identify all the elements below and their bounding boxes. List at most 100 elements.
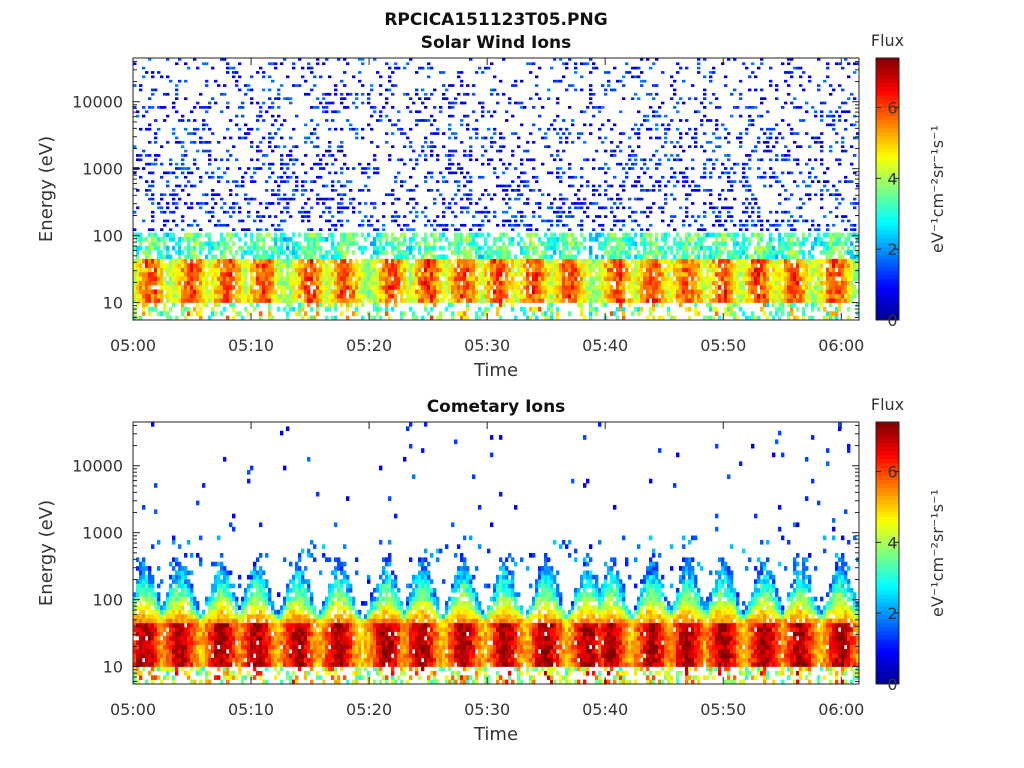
heat-cell <box>649 137 652 140</box>
heat-cell <box>586 206 589 209</box>
heat-cell <box>391 307 394 312</box>
heat-cell <box>532 189 535 192</box>
heat-cell <box>499 289 502 294</box>
heat-cell <box>235 115 238 118</box>
heat-cell <box>514 259 517 264</box>
heat-cell <box>733 281 736 286</box>
heat-cell <box>529 281 532 286</box>
heat-cell <box>685 241 688 246</box>
heat-cell <box>436 224 439 227</box>
heat-cell <box>268 141 271 144</box>
heat-cell <box>634 93 637 96</box>
heat-cell <box>271 272 274 277</box>
heat-cell <box>397 119 400 122</box>
heat-cell <box>517 263 520 268</box>
heat-cell <box>244 84 247 87</box>
heat-cell <box>547 145 550 148</box>
heat-cell <box>454 132 457 135</box>
heat-cell <box>646 268 649 273</box>
heat-cell <box>355 241 358 246</box>
heat-cell <box>376 237 379 242</box>
heat-cell <box>361 167 364 170</box>
heat-cell <box>568 268 571 273</box>
heat-cell <box>334 263 337 268</box>
heat-cell <box>469 294 472 299</box>
heat-cell <box>715 294 718 299</box>
heat-cell <box>310 206 313 209</box>
heat-cell <box>187 241 190 246</box>
heat-cell <box>490 145 493 148</box>
heat-cell <box>643 189 646 192</box>
heat-cell <box>301 193 304 196</box>
heat-cell <box>286 97 289 100</box>
heat-cell <box>394 176 397 179</box>
heat-cell <box>613 202 616 205</box>
heat-cell <box>667 294 670 299</box>
heat-cell <box>145 272 148 277</box>
heat-cell <box>142 276 145 281</box>
heat-cell <box>478 307 481 312</box>
heat-cell <box>226 62 229 65</box>
heat-cell <box>445 237 448 242</box>
heat-cell <box>265 285 268 290</box>
heat-cell <box>508 281 511 286</box>
heat-cell <box>259 285 262 290</box>
heat-cell <box>436 285 439 290</box>
heat-cell <box>469 263 472 268</box>
heat-cell <box>706 259 709 264</box>
heat-cell <box>172 263 175 268</box>
heat-cell <box>403 250 406 255</box>
heat-cell <box>349 276 352 281</box>
heat-cell <box>442 233 445 238</box>
heat-cell <box>286 75 289 78</box>
heat-cell <box>622 97 625 100</box>
heat-cell <box>133 311 136 316</box>
heat-cell <box>256 102 259 105</box>
heat-cell <box>475 250 478 255</box>
heat-cell <box>568 163 571 166</box>
heat-cell <box>439 110 442 113</box>
heat-cell <box>256 128 259 131</box>
heat-cell <box>676 154 679 157</box>
heat-cell <box>370 89 373 92</box>
heat-cell <box>574 281 577 286</box>
heat-cell <box>460 141 463 144</box>
heat-cell <box>427 241 430 246</box>
heat-cell <box>427 311 430 316</box>
heat-cell <box>358 224 361 227</box>
heat-cell <box>172 198 175 201</box>
heat-cell <box>655 167 658 170</box>
heat-cell <box>469 154 472 157</box>
heat-cell <box>601 276 604 281</box>
heat-cell <box>631 75 634 78</box>
heat-cell <box>730 272 733 277</box>
heat-cell <box>475 128 478 131</box>
heat-cell <box>604 281 607 286</box>
heat-cell <box>508 198 511 201</box>
heat-cell <box>235 202 238 205</box>
heat-cell <box>373 281 376 286</box>
heat-cell <box>571 141 574 144</box>
heat-cell <box>205 272 208 277</box>
heat-cell <box>193 246 196 251</box>
heat-cell <box>733 172 736 175</box>
heat-cell <box>331 276 334 281</box>
heat-cell <box>271 285 274 290</box>
heat-cell <box>730 303 733 308</box>
heat-cell <box>265 255 268 260</box>
heat-cell <box>724 233 727 238</box>
heat-cell <box>334 158 337 161</box>
heat-cell <box>334 228 337 231</box>
heat-cell <box>385 102 388 105</box>
heat-cell <box>751 119 754 122</box>
heat-cell <box>667 263 670 268</box>
heat-cell <box>469 145 472 148</box>
heat-cell <box>415 71 418 74</box>
heat-cell <box>496 289 499 294</box>
heat-cell <box>622 276 625 281</box>
heat-cell <box>343 289 346 294</box>
heat-cell <box>721 276 724 281</box>
heat-cell <box>577 303 580 308</box>
heat-cell <box>451 198 454 201</box>
heat-cell <box>148 172 151 175</box>
